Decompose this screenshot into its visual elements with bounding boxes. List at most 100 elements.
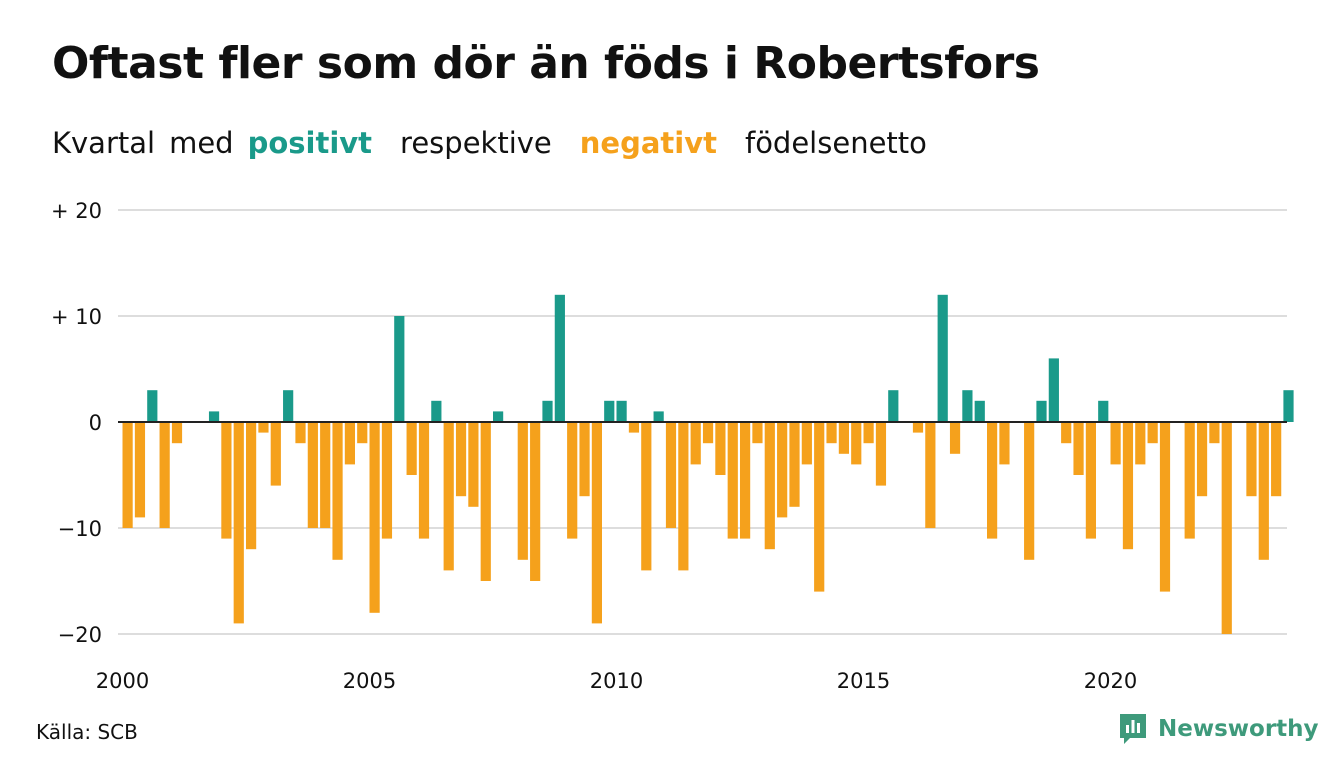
bar (1246, 422, 1257, 497)
bar (1209, 422, 1220, 444)
y-tick-label: −10 (58, 517, 102, 541)
bar (801, 422, 812, 465)
bar (344, 422, 355, 465)
y-axis-ticks: + 20 + 10 0 −10 −20 (51, 199, 102, 647)
bar (616, 400, 627, 422)
bar (394, 316, 405, 422)
chart-subtitle: Kvartal med positivt respektive negativt föde… (52, 126, 927, 160)
bar (283, 390, 294, 422)
bar (702, 422, 714, 444)
bar (431, 400, 442, 422)
subtitle-prefix: Kvartal (52, 126, 156, 160)
bar (1085, 422, 1096, 539)
x-tick-label: 2010 (590, 669, 643, 693)
subtitle-negative-label: negativt (579, 126, 717, 160)
bar (1024, 422, 1035, 560)
bar (789, 422, 800, 507)
bar (1258, 422, 1269, 560)
bar (826, 422, 837, 444)
bar (727, 422, 738, 539)
bar (863, 422, 874, 444)
bar (542, 400, 553, 422)
bar (1184, 422, 1195, 539)
bar (665, 422, 677, 528)
bar (406, 422, 417, 475)
bar (567, 422, 578, 539)
bar (517, 422, 528, 560)
bar (628, 422, 640, 433)
bar (369, 422, 380, 613)
y-tick-label: + 20 (51, 199, 102, 223)
bar (1196, 422, 1208, 497)
bar (678, 422, 689, 571)
x-tick-label: 2020 (1084, 669, 1137, 693)
bar (1098, 400, 1109, 422)
bar (604, 400, 615, 422)
bar (1061, 422, 1072, 444)
bar (357, 422, 368, 444)
bar (134, 422, 146, 518)
bar (332, 422, 343, 560)
bar (480, 422, 491, 581)
bar (1110, 422, 1121, 465)
bar (208, 411, 220, 422)
bar (530, 422, 541, 581)
bar (1036, 400, 1047, 422)
bar (1147, 422, 1158, 444)
bar (159, 422, 170, 528)
y-tick-label: + 10 (51, 305, 102, 329)
bar (777, 422, 788, 518)
bar (591, 422, 602, 624)
brand-logo[interactable]: Newsworthy (1118, 712, 1319, 746)
bar (925, 422, 936, 528)
bar (455, 422, 467, 497)
bar (1283, 390, 1294, 422)
subtitle-suffix: födelsenetto (744, 126, 927, 160)
x-tick-label: 2015 (837, 669, 890, 693)
chart-title: Oftast fler som dör än föds i Robertsfor… (52, 38, 1040, 89)
bar (974, 400, 985, 422)
bar (752, 422, 763, 444)
bar (233, 422, 244, 624)
bars (122, 294, 1294, 634)
bar (147, 390, 158, 422)
bar (764, 422, 775, 550)
subtitle-med: med (169, 126, 234, 160)
bar (1271, 422, 1282, 497)
bar (851, 422, 862, 465)
x-tick-label: 2005 (343, 669, 396, 693)
bar (999, 422, 1010, 465)
bar (381, 422, 393, 539)
bar (493, 411, 504, 422)
bar (221, 422, 232, 539)
bar (1122, 422, 1134, 550)
bar (987, 422, 998, 539)
bar (258, 422, 269, 433)
bar (690, 422, 701, 465)
bar (270, 422, 281, 486)
x-axis-ticks: 2000 2005 2010 2015 2020 (96, 669, 1137, 693)
subtitle-middle: respektive (400, 126, 552, 160)
bar (814, 422, 825, 592)
bar (443, 422, 454, 571)
bar (1159, 422, 1171, 592)
bar (838, 422, 849, 454)
bar (320, 422, 331, 528)
bar (1221, 422, 1232, 634)
bar (122, 422, 133, 528)
x-tick-label: 2000 (96, 669, 149, 693)
source-note: Källa: SCB (36, 720, 138, 744)
bar (307, 422, 318, 528)
bar (715, 422, 726, 475)
bar (912, 422, 924, 433)
newsworthy-logo-icon (1120, 714, 1146, 744)
brand-name: Newsworthy (1158, 716, 1319, 742)
bar (246, 422, 257, 550)
subtitle-positive-label: positivt (247, 126, 373, 160)
bar (579, 422, 590, 497)
bar (740, 422, 751, 539)
y-tick-label: 0 (89, 411, 102, 435)
bar (937, 294, 948, 422)
bar (888, 390, 899, 422)
